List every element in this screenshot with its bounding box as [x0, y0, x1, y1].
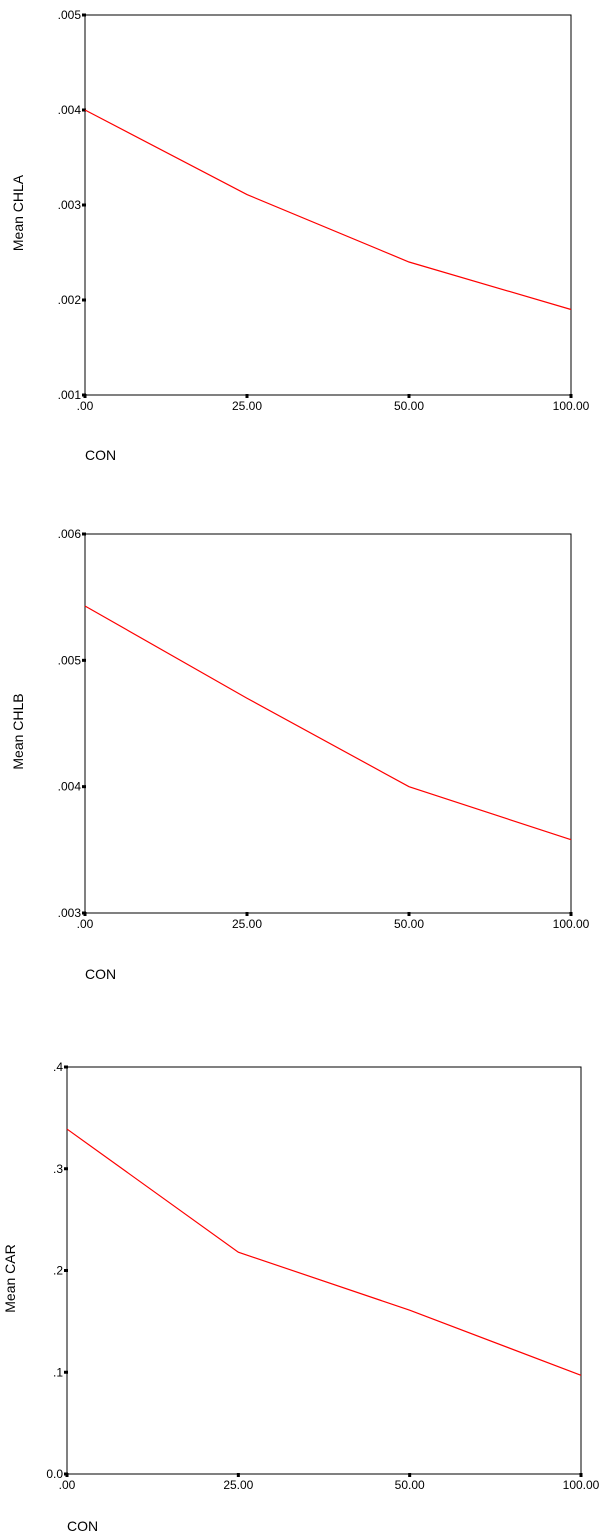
y-tick-label: .4 [53, 1060, 63, 1074]
x-tick-label: 50.00 [394, 917, 424, 931]
y-axis-title: Mean CHLA [10, 174, 26, 251]
plot-frame [84, 533, 572, 914]
y-tick [64, 1370, 68, 1374]
x-tick-label: 25.00 [232, 917, 262, 931]
y-tick [82, 13, 86, 17]
x-tick [65, 1473, 69, 1477]
chart-panel-3: 0.0 .1 .2 .3 .4 .00 25.00 50.00 100.00 Mean CAR CO… [2, 1060, 600, 1534]
x-tick [569, 912, 573, 916]
x-tick [83, 912, 87, 916]
x-tick [407, 394, 411, 398]
y-tick-label: .005 [58, 8, 82, 22]
x-axis-title: CON [67, 1518, 98, 1534]
x-tick-label: 50.00 [394, 399, 424, 413]
x-tick [579, 1473, 583, 1477]
y-tick-label: .004 [58, 103, 82, 117]
y-axis-title: Mean CAR [2, 1244, 18, 1312]
x-tick [408, 1473, 412, 1477]
x-tick-label: .00 [77, 399, 94, 413]
x-tick [245, 912, 249, 916]
series-line [66, 1128, 582, 1376]
x-tick-label: 25.00 [232, 399, 262, 413]
y-tick-label: .003 [58, 198, 82, 212]
x-axis-title: CON [85, 447, 116, 463]
y-tick [82, 658, 86, 662]
y-tick [82, 298, 86, 302]
series-line [84, 109, 572, 311]
x-axis-title: CON [85, 966, 116, 982]
y-tick [82, 532, 86, 536]
chart-panel-1: .001 .002 .003 .004 .005 .00 25.00 50.00 100.00 M… [10, 8, 590, 463]
x-tick-label: 25.00 [223, 1478, 253, 1492]
y-tick [64, 1269, 68, 1272]
x-tick [407, 912, 411, 916]
y-axis-title: Mean CHLB [10, 693, 26, 769]
y-tick-label: .006 [58, 527, 82, 541]
y-tick-label: .004 [58, 780, 82, 794]
x-tick [83, 394, 87, 398]
y-tick-label: .002 [58, 293, 82, 307]
y-tick-label: .3 [53, 1162, 63, 1176]
y-tick-label: .005 [58, 653, 82, 667]
y-tick [82, 785, 86, 789]
y-tick-label: .2 [53, 1264, 63, 1278]
x-tick-label: 50.00 [395, 1478, 425, 1492]
chart-panel-2: .003 .004 .005 .006 .00 25.00 50.00 100.00 Mean … [10, 527, 590, 982]
plot-frame [66, 1066, 582, 1475]
series-line [84, 605, 572, 841]
x-tick [236, 1473, 240, 1477]
y-tick [82, 203, 86, 207]
x-tick-label: 100.00 [563, 1478, 600, 1492]
y-tick-label: 0.0 [46, 1467, 63, 1481]
y-tick-label: .001 [58, 388, 82, 402]
y-tick [64, 1167, 68, 1171]
plot-frame [84, 14, 572, 396]
y-tick-label: .003 [58, 906, 82, 920]
y-tick [82, 108, 86, 112]
x-tick-label: .00 [59, 1478, 76, 1492]
x-tick-label: 100.00 [553, 917, 590, 931]
x-tick-label: .00 [77, 917, 94, 931]
y-tick-label: .1 [53, 1365, 63, 1379]
x-tick [569, 394, 573, 398]
x-tick-label: 100.00 [553, 399, 590, 413]
x-tick [245, 394, 249, 398]
y-tick [64, 1065, 68, 1069]
